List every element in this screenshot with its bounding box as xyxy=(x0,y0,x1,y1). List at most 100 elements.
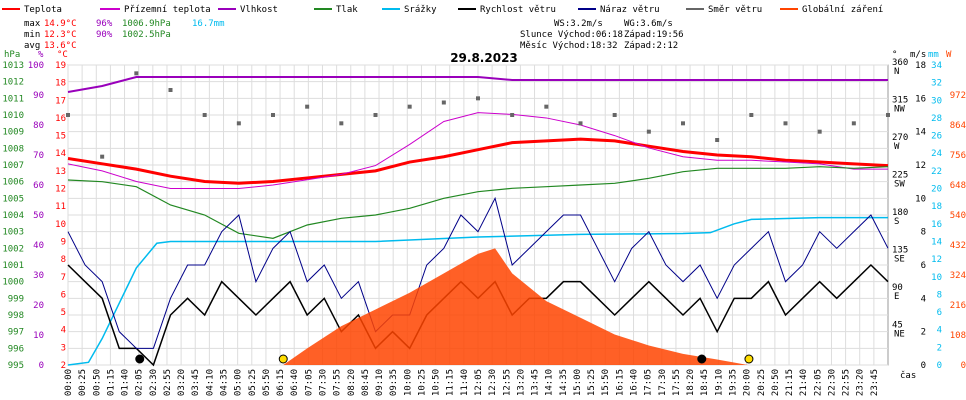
y-tick-hpa: 1008 xyxy=(2,144,24,154)
series-point-smer-vetru xyxy=(544,104,549,109)
x-tick-label: 00:25 xyxy=(78,369,88,396)
series-point-smer-vetru xyxy=(578,121,583,126)
y-tick-mm: 4 xyxy=(937,326,942,336)
x-tick-label: 06:40 xyxy=(290,369,300,396)
y-tick-watt: 0 xyxy=(961,361,966,371)
sun-marker-icon xyxy=(278,354,288,364)
legend-rychlost-label: Rychlost větru xyxy=(480,5,556,15)
y-tick-celsius: 9 xyxy=(61,237,66,247)
x-tick-label: 05:25 xyxy=(248,369,258,396)
y-tick-direction: 135 xyxy=(892,246,908,256)
chart-title: 29.8.2023 xyxy=(450,51,518,65)
x-tick-label: 18:20 xyxy=(686,369,696,396)
series-line-p-zemn-teplota xyxy=(67,112,888,190)
y-tick-mm: 26 xyxy=(931,132,942,142)
info-sunrise: Slunce Východ:06:18 xyxy=(520,30,623,40)
y-tick-mm: 0 xyxy=(937,361,942,371)
series-line-tlak xyxy=(67,166,889,239)
x-tick-label: 16:40 xyxy=(630,369,640,396)
stat-min-humidity: 90% xyxy=(96,30,113,40)
y-tick-mm: 8 xyxy=(937,290,942,300)
x-tick-label: 01:40 xyxy=(121,369,131,396)
x-tick-label: 11:40 xyxy=(460,369,470,396)
y-tick-celsius: 18 xyxy=(55,79,66,89)
y-tick-direction-name: S xyxy=(894,217,899,227)
x-tick-label: 19:10 xyxy=(714,369,724,396)
y-tick-hpa: 1004 xyxy=(2,211,24,221)
y-tick-ms: 18 xyxy=(915,61,926,71)
y-tick-ms: 12 xyxy=(915,161,926,171)
y-tick-direction: 225 xyxy=(892,171,908,181)
y-tick-mm: 28 xyxy=(931,114,942,124)
x-tick-label: 03:20 xyxy=(177,369,187,396)
y-tick-hpa: 996 xyxy=(8,344,24,354)
series-point-smer-vetru xyxy=(441,100,446,105)
series-point-smer-vetru xyxy=(100,154,105,159)
series-line-teplota xyxy=(67,137,889,185)
legend-vlhkost: Vlhkost xyxy=(218,5,278,15)
axis-ticks: 00:00 00:25 00:50 01:15 01:40 02:05 02:30 02:55… xyxy=(2,58,966,396)
y-tick-percent: 40 xyxy=(33,241,44,251)
stat-avg-temp: 13.6°C xyxy=(44,41,77,51)
info-wg: WG:3.6m/s xyxy=(624,19,673,29)
y-tick-mm: 14 xyxy=(931,237,942,247)
series-line-vlhkost xyxy=(67,76,888,93)
y-tick-direction-name: W xyxy=(894,142,900,152)
x-tick-label: 02:05 xyxy=(135,369,145,396)
x-tick-label: 00:00 xyxy=(64,369,74,396)
x-tick-label: 20:00 xyxy=(743,369,753,396)
y-tick-percent: 60 xyxy=(33,181,44,191)
x-tick-label: 15:25 xyxy=(587,369,597,396)
y-tick-celsius: 19 xyxy=(55,61,66,71)
y-tick-percent: 50 xyxy=(33,211,44,221)
info-block: WS:3.2m/s WG:3.6m/s Slunce Východ:06:18 … xyxy=(520,19,684,51)
x-tick-label: 12:55 xyxy=(502,369,512,396)
x-tick-label: 20:25 xyxy=(757,369,767,396)
unit-ms: m/s xyxy=(910,50,926,60)
unit-degree: ° xyxy=(892,50,897,60)
y-tick-hpa: 1006 xyxy=(2,178,24,188)
series-point-smer-vetru xyxy=(236,121,241,126)
y-tick-direction: 180 xyxy=(892,208,908,218)
y-tick-hpa: 1005 xyxy=(2,194,24,204)
series-point-smer-vetru xyxy=(851,121,856,126)
y-tick-percent: 30 xyxy=(33,271,44,281)
y-tick-hpa: 997 xyxy=(8,328,24,338)
legend-teplota-label: Teplota xyxy=(24,5,62,15)
legend-tlak-label: Tlak xyxy=(336,5,358,15)
y-tick-mm: 18 xyxy=(931,202,942,212)
series-point-smer-vetru xyxy=(202,113,207,117)
series-point-smer-vetru xyxy=(339,121,344,126)
y-tick-ms: 0 xyxy=(921,361,926,371)
series-point-smer-vetru xyxy=(783,121,788,126)
y-tick-watt: 324 xyxy=(950,271,966,281)
y-tick-hpa: 998 xyxy=(8,311,24,321)
legend-srazky-label: Srážky xyxy=(404,5,437,15)
x-tick-label: 17:05 xyxy=(644,369,654,396)
y-tick-mm: 16 xyxy=(931,220,942,230)
x-tick-label: 22:30 xyxy=(827,369,837,396)
x-tick-label: 00:50 xyxy=(92,369,102,396)
y-tick-celsius: 15 xyxy=(55,132,66,142)
y-tick-percent: 0 xyxy=(39,361,44,371)
stat-max-label: max xyxy=(24,19,41,29)
y-tick-mm: 6 xyxy=(937,308,942,318)
series-area-globalni-zareni xyxy=(283,248,748,365)
y-tick-direction: 90 xyxy=(892,283,903,293)
series-point-smer-vetru xyxy=(373,113,378,117)
x-tick-label: 04:10 xyxy=(205,369,215,396)
series-line-n-raz-v-tru xyxy=(67,196,889,349)
y-tick-direction-name: SE xyxy=(894,255,905,265)
x-tick-label: 13:45 xyxy=(531,369,541,396)
x-tick-label: 22:05 xyxy=(813,369,823,396)
x-tick-label: 22:55 xyxy=(842,369,852,396)
y-tick-celsius: 10 xyxy=(55,220,66,230)
y-tick-celsius: 14 xyxy=(55,149,66,159)
y-tick-celsius: 6 xyxy=(61,290,66,300)
y-tick-watt: 972 xyxy=(950,91,966,101)
unit-hpa: hPa xyxy=(4,50,20,60)
legend-rychlost: Rychlost větru xyxy=(458,5,556,15)
x-tick-label: 06:15 xyxy=(276,369,286,396)
x-tick-label: 05:50 xyxy=(262,369,272,396)
